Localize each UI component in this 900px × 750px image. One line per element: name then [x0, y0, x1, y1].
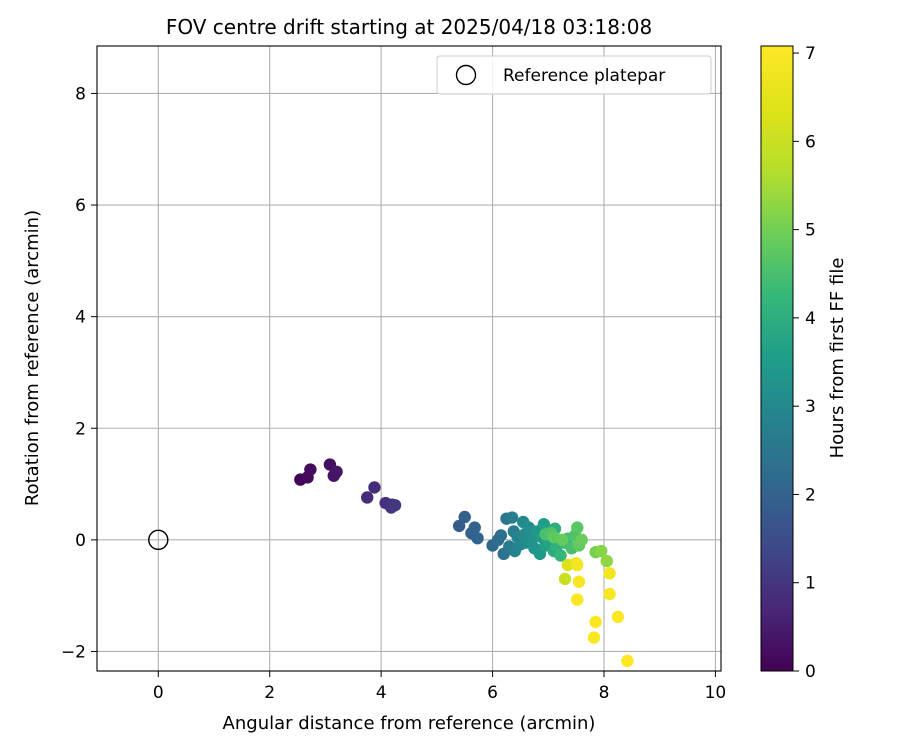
legend-label: Reference platepar: [503, 66, 665, 86]
x-axis-ticks: 0 2 4 6 8 10: [153, 671, 726, 703]
colorbar: [760, 45, 794, 672]
scatter-point: [571, 593, 584, 606]
colorbar-tick-label: 0: [805, 662, 816, 682]
axes-frame: [96, 45, 722, 672]
scatter-point: [587, 631, 601, 644]
scatter-point: [603, 567, 616, 580]
scatter-point: [452, 519, 466, 533]
y-tick-label: 0: [75, 531, 86, 551]
legend-marker: [455, 64, 477, 86]
reference-marker: [148, 529, 169, 551]
colorbar-tick-label: 3: [805, 397, 816, 417]
scatter-point: [494, 529, 508, 542]
colorbar-tick-label: 1: [805, 574, 816, 594]
colorbar-tick-label: 5: [805, 221, 816, 241]
scatter-point: [572, 575, 586, 588]
scatter-point: [361, 491, 374, 504]
scatter-point: [330, 465, 343, 478]
scatter-point: [571, 521, 584, 534]
y-axis-label: Rotation from reference (arcmin): [22, 210, 43, 506]
y-axis-ticks: −2 0 2 4 6 8: [61, 84, 97, 662]
legend-box: [436, 55, 712, 95]
scatter-point: [600, 554, 613, 568]
colorbar-tick-label: 7: [805, 44, 816, 64]
scatter-point: [458, 510, 471, 524]
colorbar-tick-label: 4: [805, 309, 816, 329]
scatter-point: [621, 654, 634, 668]
scatter-point: [388, 499, 402, 512]
colorbar-label: Hours from first FF file: [827, 258, 848, 459]
colorbar-tick-label: 6: [805, 132, 816, 152]
scatter-point: [603, 587, 616, 601]
scatter-point: [471, 531, 484, 545]
y-tick-label: 8: [75, 84, 86, 104]
y-tick-label: −2: [61, 642, 86, 662]
scatter-point: [505, 511, 519, 524]
scatter-point: [368, 481, 381, 494]
scatter-point: [611, 610, 625, 624]
x-tick-label: 8: [599, 683, 610, 703]
y-tick-label: 2: [75, 419, 86, 439]
colorbar-tick-label: 2: [805, 485, 816, 505]
scatter-point: [595, 544, 608, 558]
x-tick-label: 2: [264, 683, 275, 703]
x-tick-label: 6: [487, 683, 498, 703]
x-tick-label: 10: [705, 683, 727, 703]
y-tick-label: 6: [75, 196, 86, 216]
scatter-point: [554, 549, 567, 562]
colorbar-ticks: 0 1 2 3 4 5 6 7: [793, 44, 816, 682]
scatter-points: [294, 458, 634, 668]
x-tick-label: 4: [376, 683, 387, 703]
scatter-point: [571, 558, 584, 572]
y-tick-label: 4: [75, 308, 86, 328]
scatter-point: [558, 572, 572, 586]
scatter-point: [589, 615, 602, 629]
grid-lines: [97, 46, 721, 671]
scatter-point: [304, 463, 317, 476]
chart-title: FOV centre drift starting at 2025/04/18 …: [166, 15, 652, 39]
scatter-point: [556, 533, 569, 547]
x-axis-label: Angular distance from reference (arcmin): [223, 713, 596, 734]
scatter-point: [468, 521, 481, 534]
x-tick-label: 0: [153, 683, 164, 703]
legend: Reference platepar: [436, 55, 712, 95]
scatter-point: [575, 533, 588, 547]
